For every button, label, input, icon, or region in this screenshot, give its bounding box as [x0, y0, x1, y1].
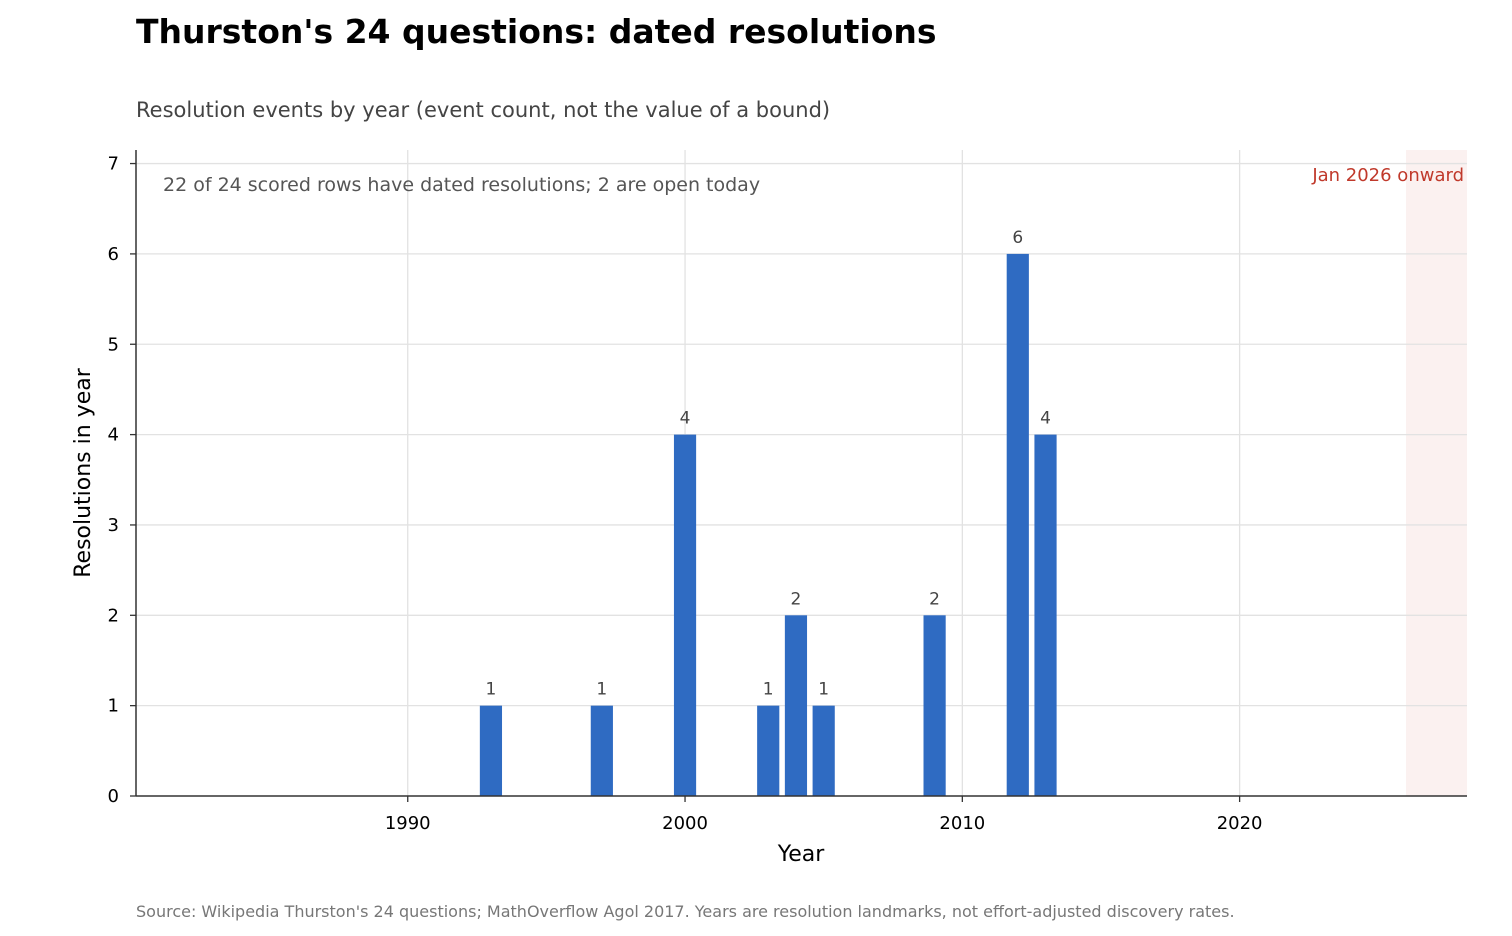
- bar: [757, 705, 780, 796]
- bar: [673, 434, 697, 796]
- grid-layer: [136, 150, 1467, 796]
- data-label-layer: 1 1 4 1 2 1 2 6 4: [486, 228, 1051, 700]
- chart-subtitle: Resolution events by year (event count, …: [136, 98, 831, 122]
- x-tick-label: 2010: [939, 813, 985, 834]
- bar: [479, 705, 503, 796]
- bar: [1034, 434, 1057, 796]
- y-tick-label: 1: [108, 696, 119, 717]
- annotation-text: 22 of 24 scored rows have dated resoluti…: [163, 174, 760, 196]
- bar-layer: [479, 253, 1057, 796]
- shaded-region-label: Jan 2026 onward: [1311, 165, 1464, 186]
- y-tick-label: 4: [108, 425, 119, 446]
- y-tick-label: 2: [108, 605, 119, 626]
- axis-layer: 0 1 2 3 4 5 6 7 1990 2000 2010 2020: [108, 150, 1467, 834]
- y-axis-label: Resolutions in year: [71, 367, 96, 577]
- shaded-region: [1405, 150, 1467, 796]
- bar-data-label: 1: [818, 680, 829, 700]
- shaded-region-layer: [1405, 150, 1467, 796]
- y-tick-label: 7: [108, 154, 119, 175]
- bar: [590, 705, 613, 796]
- bar-data-label: 2: [929, 589, 940, 609]
- y-tick-label: 6: [108, 244, 119, 265]
- bar-data-label: 1: [763, 680, 774, 700]
- bar-data-label: 6: [1012, 228, 1023, 248]
- bar-data-label: 2: [791, 589, 802, 609]
- y-tick-label: 3: [108, 515, 119, 536]
- chart-title: Thurston's 24 questions: dated resolutio…: [136, 12, 937, 51]
- bar: [923, 615, 946, 796]
- y-tick-label: 5: [108, 334, 119, 355]
- bar-data-label: 1: [596, 680, 607, 700]
- x-tick-label: 2020: [1217, 813, 1263, 834]
- x-tick-label: 2000: [662, 813, 708, 834]
- bar-data-label: 4: [1040, 409, 1051, 429]
- bar: [1006, 253, 1029, 796]
- bar: [812, 705, 835, 796]
- bar-data-label: 1: [486, 680, 497, 700]
- x-axis-label: Year: [777, 842, 826, 867]
- y-tick-label: 0: [108, 786, 119, 807]
- bar: [784, 615, 808, 796]
- bar-data-label: 4: [680, 409, 691, 429]
- x-tick-label: 1990: [385, 813, 431, 834]
- chart-source-note: Source: Wikipedia Thurston's 24 question…: [136, 902, 1235, 921]
